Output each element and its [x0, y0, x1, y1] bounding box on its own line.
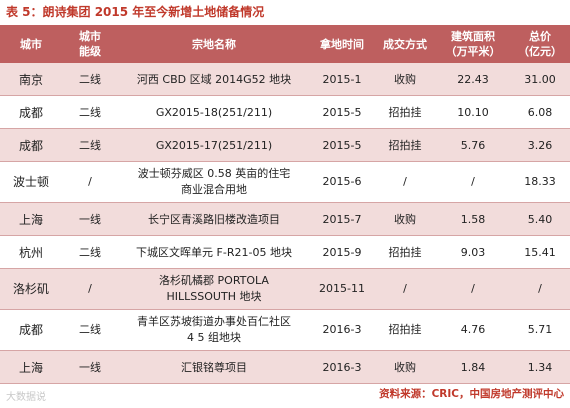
city-cell: 成都 — [18, 105, 43, 120]
price-cell: 15.41 — [524, 245, 556, 259]
tier-cell: 一线 — [79, 213, 101, 226]
source-note: 资料来源：CRIC，中国房地产测评中心 — [379, 388, 564, 400]
price-cell: 18.33 — [524, 175, 556, 188]
table-row: 洛杉矶 / 洛杉矶橘郡 PORTOLA HILLSSOUTH 地块 2015-11 / / / — [0, 268, 570, 310]
col-city-header: 城市 — [0, 25, 62, 63]
parcel-name-cell: 下城区文晖单元 F-R21-05 地块 — [136, 246, 292, 259]
date-cell: 2015-11 — [319, 282, 365, 295]
price-cell: 3.26 — [527, 138, 553, 152]
date-cell: 2015-5 — [322, 105, 362, 119]
table-row: 波士顿 / 波士顿芬威区 0.58 英亩的住宅 商业混合用地 2015-6 / / 18.33 — [0, 161, 570, 203]
method-cell: / — [403, 282, 407, 295]
tier-cell: 二线 — [79, 246, 101, 259]
area-cell: 4.76 — [460, 323, 486, 336]
method-cell: 收购 — [394, 73, 416, 86]
price-cell: 1.34 — [527, 360, 553, 374]
date-cell: 2016-3 — [322, 360, 362, 374]
table-header-row: 城市 城市 能级 宗地名称 拿地时间 成交方式 建筑面积 （万平米） 总价 （亿元） — [0, 25, 570, 63]
date-cell: 2015-6 — [322, 175, 362, 188]
table-row: 成都 二线 GX2015-17(251/211) 2015-5 招拍挂 5.76 3.26 — [0, 128, 570, 162]
col-tier-header: 城市 能级 — [62, 25, 118, 63]
parcel-name-cell: 青羊区苏坡街道办事处百仁社区 4 5 组地块 — [137, 315, 291, 344]
method-cell: 招拍挂 — [388, 246, 422, 259]
price-cell: 6.08 — [527, 105, 553, 119]
city-cell: 波士顿 — [12, 175, 49, 189]
area-cell: / — [471, 282, 475, 295]
area-cell: 9.03 — [460, 245, 486, 259]
col-parcel-header: 宗地名称 — [118, 25, 310, 63]
tier-cell: 一线 — [79, 361, 101, 374]
table-row: 杭州 二线 下城区文晖单元 F-R21-05 地块 2015-9 招拍挂 9.03 15.4… — [0, 235, 570, 269]
parcel-name-cell: 波士顿芬威区 0.58 英亩的住宅 商业混合用地 — [137, 167, 291, 196]
tier-cell: 二线 — [79, 139, 101, 152]
method-cell: 收购 — [394, 213, 416, 226]
tier-cell: 二线 — [79, 106, 101, 119]
city-cell: 上海 — [18, 212, 43, 227]
city-cell: 上海 — [18, 360, 43, 375]
date-cell: 2015-1 — [322, 72, 362, 86]
parcel-name-cell: GX2015-17(251/211) — [155, 138, 273, 152]
area-cell: 22.43 — [457, 72, 489, 86]
tier-cell: / — [88, 282, 92, 295]
watermark-text: 大数据说 — [6, 392, 46, 403]
area-cell: 10.10 — [457, 105, 489, 119]
method-cell: 收购 — [394, 361, 416, 374]
tier-cell: 二线 — [79, 323, 101, 336]
parcel-name-cell: 洛杉矶橘郡 PORTOLA HILLSSOUTH 地块 — [159, 274, 269, 303]
price-cell: / — [538, 282, 542, 295]
method-cell: 招拍挂 — [388, 323, 422, 336]
col-date-header: 拿地时间 — [310, 25, 374, 63]
parcel-name-cell: GX2015-18(251/211) — [155, 105, 273, 119]
col-method-header: 成交方式 — [374, 25, 436, 63]
method-cell: 招拍挂 — [388, 106, 422, 119]
city-cell: 成都 — [18, 138, 43, 153]
col-area-header: 建筑面积 （万平米） — [436, 25, 510, 63]
parcel-name-cell: 河西 CBD 区域 2014G52 地块 — [136, 73, 292, 86]
method-cell: / — [403, 175, 407, 188]
city-cell: 杭州 — [18, 245, 43, 260]
tier-cell: / — [88, 175, 92, 188]
price-cell: 5.71 — [527, 323, 553, 336]
date-cell: 2015-5 — [322, 138, 362, 152]
parcel-name-cell: 汇银铭尊项目 — [181, 361, 247, 374]
table-title: 表 5：朗诗集团 2015 年至今新增土地储备情况 — [6, 5, 265, 19]
table-row: 上海 一线 长宁区青溪路旧楼改造项目 2015-7 收购 1.58 5.40 — [0, 202, 570, 236]
land-reserve-table: 城市 城市 能级 宗地名称 拿地时间 成交方式 建筑面积 （万平米） 总价 （亿元） 南京 二线 河西… — [0, 25, 570, 384]
table-row: 南京 二线 河西 CBD 区域 2014G52 地块 2015-1 收购 22.43 31.… — [0, 63, 570, 96]
city-cell: 南京 — [18, 72, 43, 87]
area-cell: 1.58 — [460, 212, 486, 226]
table-row: 成都 二线 GX2015-18(251/211) 2015-5 招拍挂 10.10 6.08 — [0, 95, 570, 129]
area-cell: 1.84 — [460, 360, 486, 374]
date-cell: 2015-9 — [322, 245, 362, 259]
price-cell: 5.40 — [527, 212, 553, 226]
price-cell: 31.00 — [524, 72, 556, 86]
date-cell: 2016-3 — [322, 323, 362, 336]
area-cell: 5.76 — [460, 138, 486, 152]
city-cell: 洛杉矶 — [12, 282, 49, 296]
area-cell: / — [471, 175, 475, 188]
tier-cell: 二线 — [79, 73, 101, 86]
col-price-header: 总价 （亿元） — [510, 25, 570, 63]
table-row: 上海 一线 汇银铭尊项目 2016-3 收购 1.84 1.34 — [0, 350, 570, 384]
table-row: 成都 二线 青羊区苏坡街道办事处百仁社区 4 5 组地块 2016-3 招拍挂 4.76 5.… — [0, 309, 570, 351]
date-cell: 2015-7 — [322, 212, 362, 226]
method-cell: 招拍挂 — [388, 139, 422, 152]
city-cell: 成都 — [18, 323, 43, 337]
parcel-name-cell: 长宁区青溪路旧楼改造项目 — [148, 213, 280, 226]
table-body: 南京 二线 河西 CBD 区域 2014G52 地块 2015-1 收购 22.43 31.… — [0, 63, 570, 384]
